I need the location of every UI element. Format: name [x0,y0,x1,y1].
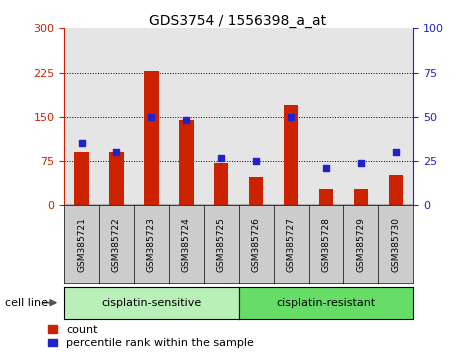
Bar [249,177,263,205]
Bar [169,28,204,205]
Bar [75,152,89,205]
Bar [214,163,228,205]
Text: GSM385722: GSM385722 [112,217,121,272]
Point [287,114,295,120]
Point [357,160,365,166]
Text: GSM385730: GSM385730 [391,217,400,272]
Text: cisplatin-resistant: cisplatin-resistant [276,298,376,308]
Point [148,114,155,120]
Point [218,155,225,160]
Text: GSM385723: GSM385723 [147,217,156,272]
Text: cell line: cell line [5,298,48,308]
Point [392,149,399,155]
Bar [309,28,343,205]
Text: GSM385728: GSM385728 [322,217,331,272]
Bar [284,105,298,205]
Point [113,149,120,155]
Bar [389,175,403,205]
Text: GSM385724: GSM385724 [182,217,191,272]
Bar [354,189,368,205]
Point [182,118,190,123]
Text: GDS3754 / 1556398_a_at: GDS3754 / 1556398_a_at [149,14,326,28]
Point [322,165,330,171]
Bar [134,28,169,205]
Text: cisplatin-sensitive: cisplatin-sensitive [101,298,201,308]
Bar [144,71,159,205]
Bar [379,28,413,205]
Text: GSM385725: GSM385725 [217,217,226,272]
Point [252,158,260,164]
Point [78,141,86,146]
Text: GSM385721: GSM385721 [77,217,86,272]
Bar [109,152,124,205]
Bar [99,28,134,205]
Legend: count, percentile rank within the sample: count, percentile rank within the sample [48,325,254,348]
Bar [274,28,309,205]
Bar [179,120,193,205]
Bar [238,28,274,205]
Bar [319,189,333,205]
Text: GSM385726: GSM385726 [252,217,261,272]
Bar [64,28,99,205]
Bar [343,28,379,205]
Text: GSM385727: GSM385727 [286,217,295,272]
Bar [204,28,238,205]
Text: GSM385729: GSM385729 [356,217,365,272]
